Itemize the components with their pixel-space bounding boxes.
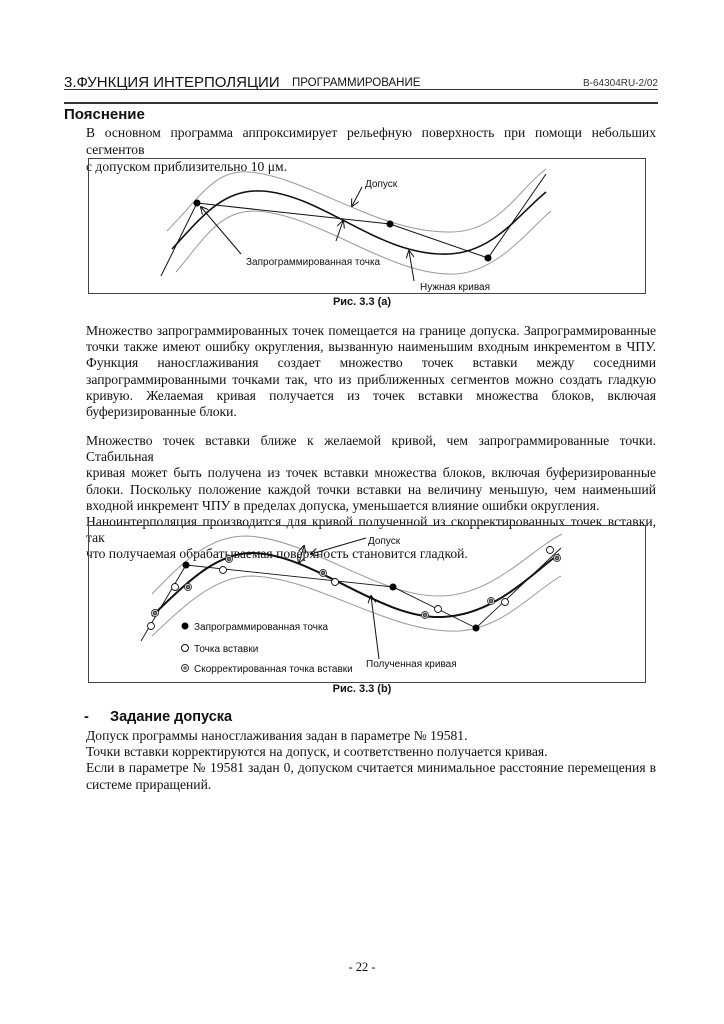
text-line: кривая может быть получена из точек вста… [86,465,656,481]
legend-programmed-icon [181,622,189,630]
text-line: буферизированные блоки. [86,404,237,420]
tolerance-arrow [335,221,343,242]
subheading-title: Задание допуска [110,709,233,725]
legend-corrected-label: Скорректированная точка вставки [194,664,353,675]
figure-a: Допуск Запрограммированная точка Нужная … [88,158,646,294]
legend-insertion-icon [181,644,189,652]
text-line: блоки. Поскольку положение каждой точки … [86,481,656,497]
programmed-point-arrow [201,207,242,255]
tolerance-upper-curve [151,533,563,597]
programmed-point [386,220,394,228]
insertion-points [147,546,554,630]
section-rule [64,102,658,104]
tolerance-width-arrow [299,546,304,563]
tolerance-arrow [311,537,367,554]
text-line: Функция наносглаживания создает множеств… [86,355,656,371]
paragraph-2: Множество запрограммированных точек поме… [86,323,656,420]
label-desired-curve: Нужная кривая [420,282,490,293]
programmed-point [484,254,492,262]
legend-insertion-label: Точка вставки [194,644,258,655]
label-tolerance: Допуск [368,536,401,547]
desired-curve [171,190,547,255]
header-doc-code: B-64304RU-2/02 [582,78,658,89]
text-line: запрограммированными точками так, что из… [86,371,656,387]
text-line: что получаемая обрабатываемая поверхност… [86,546,468,562]
text-line: Множество запрограммированных точек поме… [86,323,656,338]
tolerance-arrow [352,186,363,206]
tolerance-lower-curve [175,210,552,275]
header-section: ПРОГРАММИРОВАНИЕ [292,77,421,89]
text-line: В основном программа аппроксимирует рель… [86,125,656,157]
programmed-points [182,561,480,632]
result-curve-arrow [371,596,380,660]
text-line: Допуск программы наносглаживания задан в… [86,728,468,743]
programmed-point [193,199,201,207]
label-programmed-point: Запрограммированная точка [246,257,381,268]
label-result-curve: Полученная кривая [366,659,457,670]
text-line: Если в параметре № 19581 задан 0, допуск… [86,760,656,776]
figure-b: Допуск Полученная кривая Запрограммирова… [88,525,646,683]
figure-b-drawing: Допуск Полученная кривая Запрограммирова… [140,533,563,675]
page-number: - 22 - [348,960,376,974]
legend-programmed-label: Запрограммированная точка [194,622,329,633]
text-line: Точки вставки корректируются на допуск, … [86,744,548,760]
legend-corrected-icon-core [183,666,187,670]
paragraph-3: Множество точек вставки ближе к желаемой… [86,433,656,563]
section-heading: Пояснение [64,106,145,123]
header-chapter: 3.ФУНКЦИЯ ИНТЕРПОЛЯЦИИ [64,74,280,91]
result-curve [151,551,560,619]
text-line: Множество точек вставки ближе к желаемой… [86,433,656,465]
tolerance-lower-curve [151,575,562,637]
intro-paragraph: В основном программа аппроксимирует рель… [86,124,656,175]
subheading-bullet: - [84,709,89,725]
header-rule [64,89,658,90]
text-line: системе приращений. [86,776,212,792]
figure-a-caption: Рис. 3.3 (a) [332,296,392,308]
text-line: входной инкремент ЧПУ в пределах допуска… [86,497,600,513]
corrected-insertion-points [151,554,561,619]
paragraph-4: Допуск программы наносглаживания задан в… [86,728,656,793]
figure-a-drawing: Допуск Запрограммированная точка Нужная … [160,168,552,293]
text-line: с допуском приблизительно 10 μм. [86,159,288,174]
figure-b-caption: Рис. 3.3 (b) [332,683,392,695]
desired-curve-arrow [409,251,415,282]
label-tolerance: Допуск [365,179,398,190]
text-line: точки также имеют ошибку округления, выз… [86,339,656,355]
text-line: кривую. Желаемая кривая получается из то… [86,387,656,403]
